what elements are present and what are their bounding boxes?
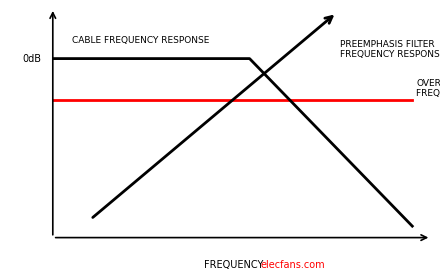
Text: 0dB: 0dB xyxy=(22,53,41,64)
Text: CABLE FREQUENCY RESPONSE: CABLE FREQUENCY RESPONSE xyxy=(72,36,209,45)
Text: PREEMPHASIS FILTER
FREQUENCY RESPONSE: PREEMPHASIS FILTER FREQUENCY RESPONSE xyxy=(341,40,440,59)
Text: GAIN: GAIN xyxy=(0,122,1,147)
Text: FREQUENCY: FREQUENCY xyxy=(204,260,264,270)
Text: OVERALL
FREQUENCY RESPONSE: OVERALL FREQUENCY RESPONSE xyxy=(416,79,440,98)
Text: elecfans.com: elecfans.com xyxy=(261,260,326,270)
